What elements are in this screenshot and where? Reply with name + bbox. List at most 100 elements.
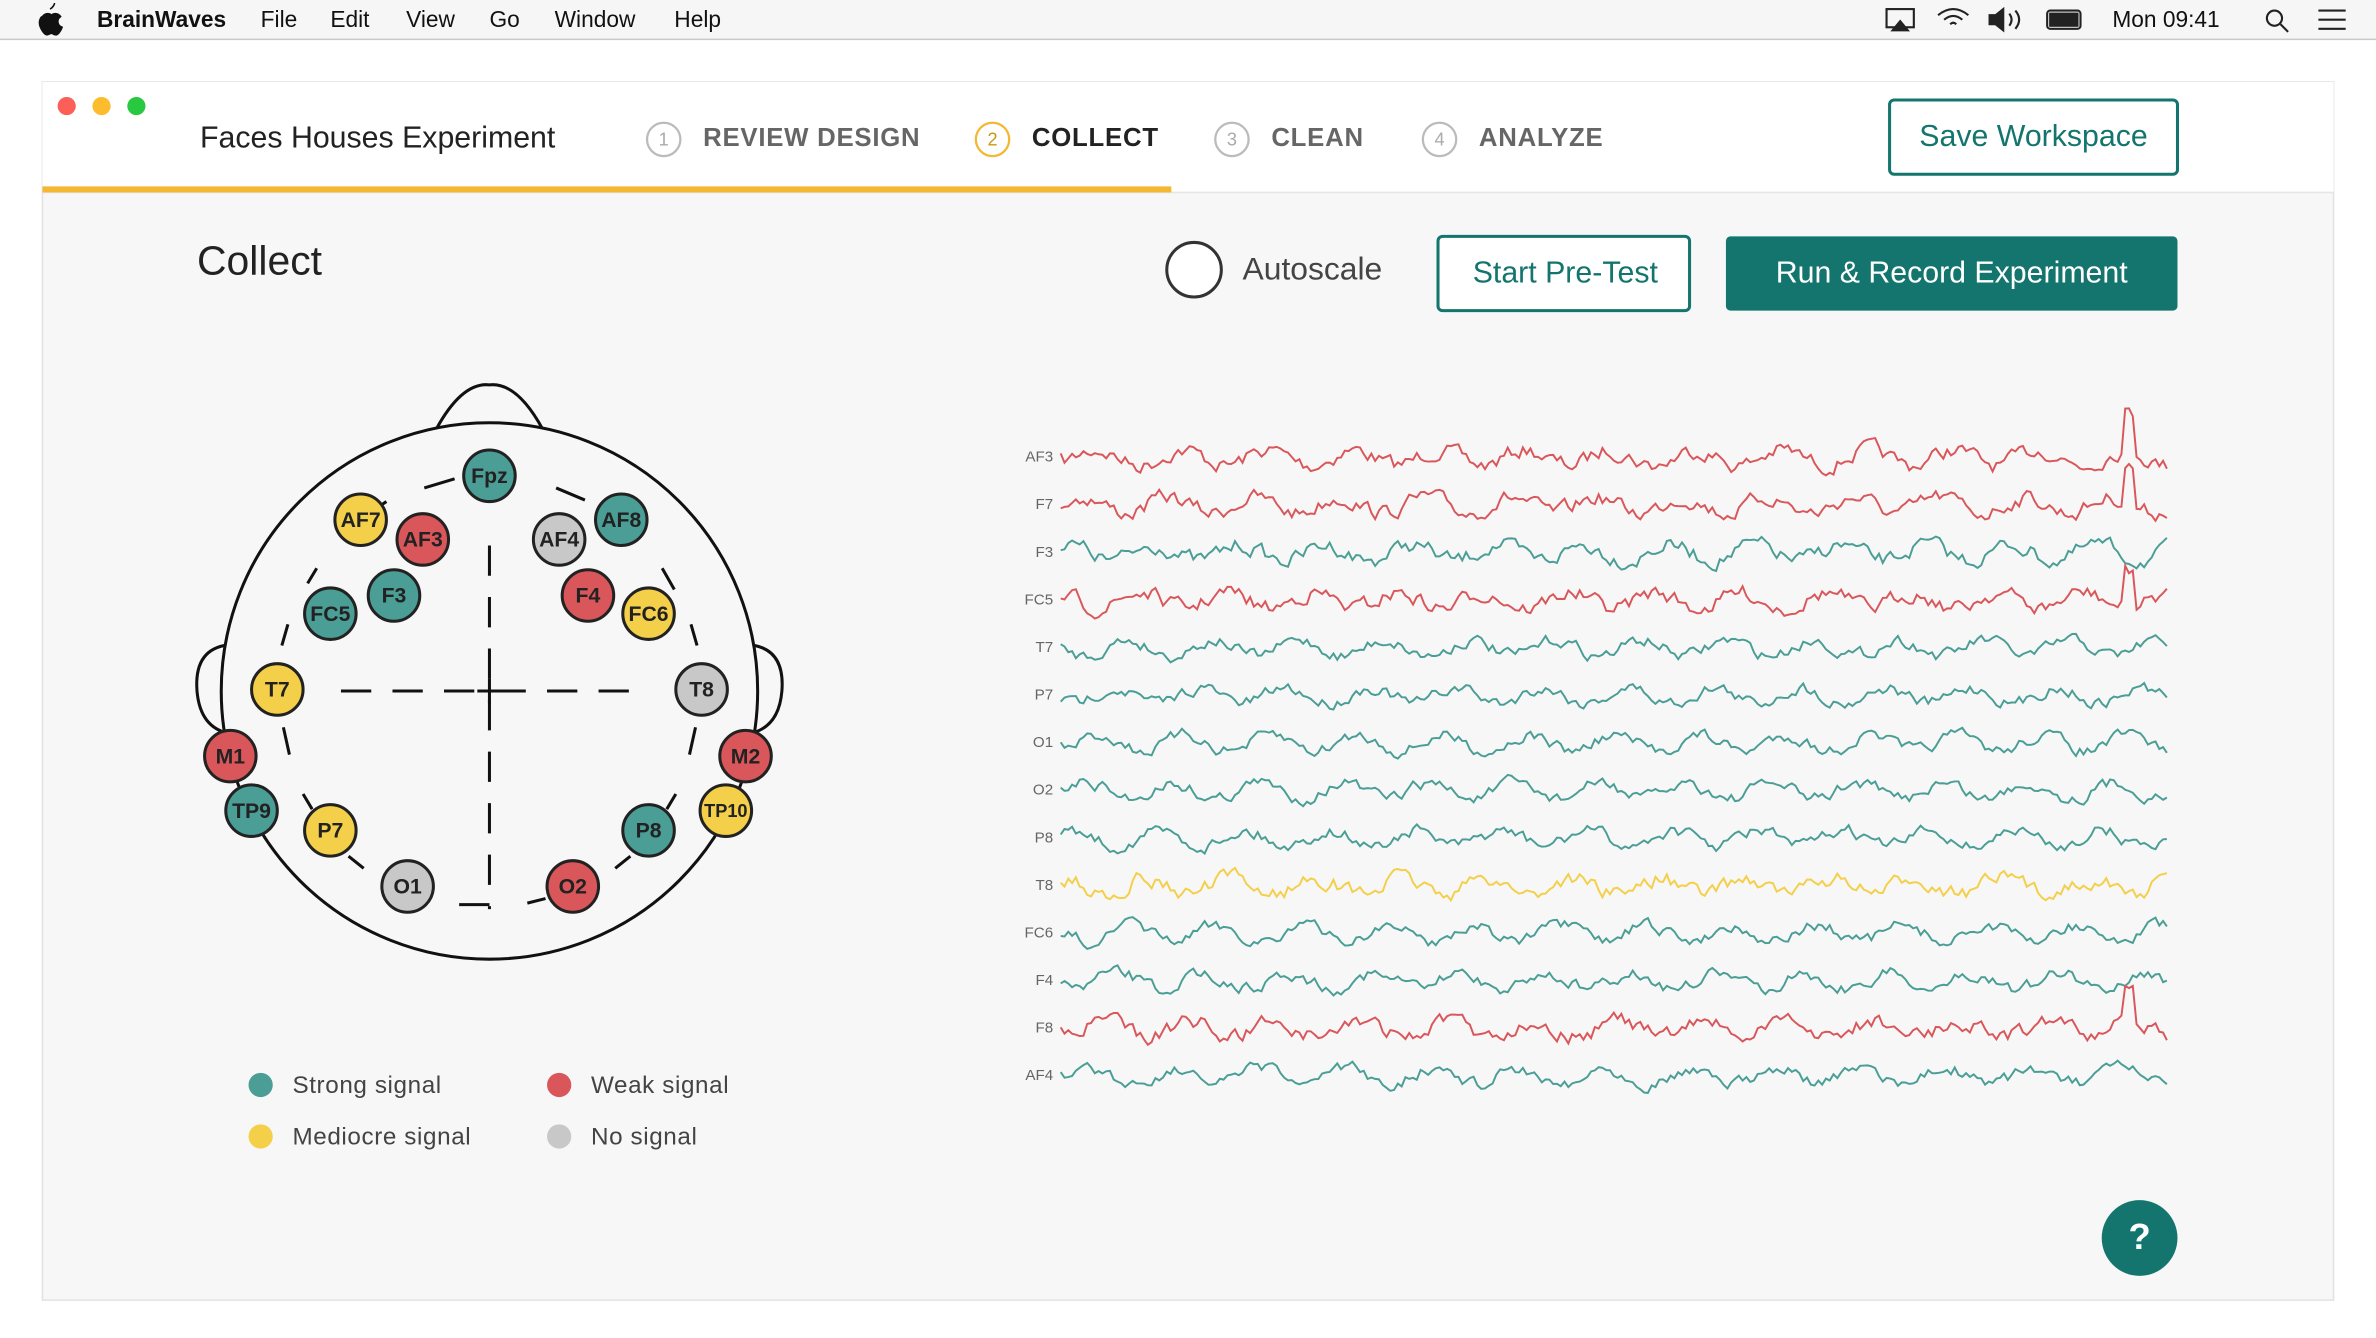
electrode <box>698 783 754 838</box>
channel-label: AF3 <box>1025 449 1053 466</box>
electrode-label: TP9 <box>232 800 271 823</box>
menu-item[interactable]: Window <box>555 6 636 32</box>
channel-label: O1 <box>1033 734 1053 751</box>
electrode-label: FC5 <box>310 603 350 626</box>
electrode <box>303 803 358 858</box>
apple-logo[interactable] <box>38 2 64 36</box>
electrode-label: AF3 <box>403 529 443 552</box>
electrode-label: P7 <box>317 820 343 843</box>
step-number[interactable]: 2 <box>987 130 997 150</box>
electrode-label: O2 <box>559 876 587 899</box>
eeg-trace <box>1060 632 2168 664</box>
channel-label: FC6 <box>1025 924 1054 941</box>
electrode <box>250 662 305 717</box>
electrode-label: F4 <box>576 585 601 608</box>
electrode <box>674 662 729 717</box>
electrode <box>203 728 258 784</box>
experiment-title: Faces Houses Experiment <box>200 121 556 154</box>
channel-label: AF4 <box>1025 1067 1053 1084</box>
menu-item[interactable]: Go <box>489 6 519 32</box>
step-label[interactable]: ANALYZE <box>1479 124 1604 152</box>
step-badge[interactable] <box>1421 121 1458 158</box>
electrode <box>621 803 676 858</box>
step-badge[interactable] <box>974 121 1011 158</box>
eeg-trace <box>1059 1059 2168 1095</box>
electrode <box>718 728 773 784</box>
save-button[interactable] <box>1888 98 2179 176</box>
electrode-label: T8 <box>689 679 714 702</box>
step-label[interactable]: REVIEW DESIGN <box>703 124 920 152</box>
electrode-label: F3 <box>382 585 407 608</box>
eeg-trace <box>1060 535 2168 573</box>
eeg-trace <box>1060 916 2168 950</box>
legend-label: No signal <box>591 1123 698 1150</box>
electrode <box>621 586 676 641</box>
step-badge[interactable] <box>645 121 682 158</box>
step-number[interactable]: 3 <box>1227 130 1237 150</box>
progress-bar <box>42 186 1172 193</box>
electrode-label: FC6 <box>629 603 669 626</box>
channel-label: P7 <box>1035 687 1054 704</box>
save-button-label[interactable]: Save Workspace <box>1919 120 2147 153</box>
electrode <box>224 783 279 838</box>
autoscale-label[interactable]: Autoscale <box>1243 251 1383 287</box>
pretest-button-label[interactable]: Start Pre-Test <box>1473 256 1659 289</box>
electrode <box>366 568 422 623</box>
minimize-button[interactable] <box>92 96 111 116</box>
step-badge[interactable] <box>1214 121 1250 158</box>
menu-bar <box>0 0 2376 40</box>
legend-label: Mediocre signal <box>292 1123 471 1150</box>
clock: Mon 09:41 <box>2112 6 2219 32</box>
menu-item[interactable]: Help <box>674 6 721 32</box>
eeg-trace <box>1059 681 2168 711</box>
eeg-trace <box>1060 866 2168 903</box>
eeg-trace <box>1059 407 2168 477</box>
electrode-label: AF7 <box>341 509 381 532</box>
run-button[interactable] <box>1725 236 2178 311</box>
electrode <box>531 512 587 567</box>
zoom-button[interactable] <box>127 96 146 116</box>
legend-swatch <box>248 1124 273 1149</box>
channel-label: F4 <box>1035 972 1053 989</box>
channel-label: T7 <box>1035 639 1053 656</box>
legend-label: Weak signal <box>591 1072 729 1099</box>
autoscale-toggle[interactable] <box>1165 240 1223 299</box>
run-button-label[interactable]: Run & Record Experiment <box>1776 256 2129 289</box>
electrode <box>303 586 358 641</box>
eeg-trace <box>1060 562 2168 620</box>
electrode-label: Fpz <box>471 465 508 488</box>
electrode <box>594 492 649 548</box>
step-number[interactable]: 4 <box>1434 130 1444 150</box>
status-icons <box>1885 6 2346 33</box>
close-button[interactable] <box>57 96 76 116</box>
channel-label: FC5 <box>1025 591 1054 608</box>
pretest-button[interactable] <box>1436 234 1692 313</box>
step-number[interactable]: 1 <box>659 130 669 150</box>
step-label[interactable]: COLLECT <box>1032 124 1159 152</box>
electrode <box>380 859 435 914</box>
help-button[interactable] <box>2101 1200 2178 1276</box>
help-button-label[interactable]: ? <box>2128 1216 2150 1257</box>
eeg-trace <box>1060 773 2168 808</box>
eeg-trace <box>1059 984 2168 1047</box>
electrode-label: AF4 <box>539 529 579 552</box>
legend-label: Strong signal <box>292 1072 441 1099</box>
channel-label: T8 <box>1035 877 1053 894</box>
electrode <box>395 512 451 567</box>
menu-item[interactable]: File <box>261 6 298 32</box>
electrode <box>560 568 616 623</box>
page-heading: Collect <box>197 237 323 283</box>
legend-swatch <box>248 1072 273 1098</box>
step-label[interactable]: CLEAN <box>1271 124 1363 152</box>
channel-label: F3 <box>1035 544 1053 561</box>
electrode-label: AF8 <box>601 509 641 532</box>
menu-item[interactable]: View <box>406 6 455 32</box>
menu-item[interactable]: Edit <box>330 6 370 32</box>
electrode <box>462 448 517 504</box>
eeg-trace <box>1060 462 2168 523</box>
channel-label: P8 <box>1035 829 1054 846</box>
app-name[interactable]: BrainWaves <box>97 6 226 32</box>
electrode-label: M2 <box>731 745 760 768</box>
electrode <box>333 492 388 548</box>
